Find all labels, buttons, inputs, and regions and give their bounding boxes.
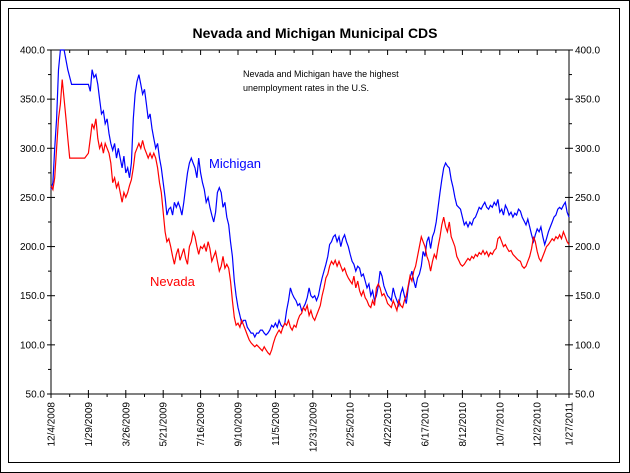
x-tick-label: 5/21/2009 (159, 402, 170, 447)
y-tick-label-right: 300.0 (575, 144, 600, 155)
x-tick-label: 10/7/2010 (495, 402, 506, 447)
x-tick-label: 11/5/2009 (271, 402, 282, 446)
y-tick-label-right: 50.0 (575, 390, 595, 401)
chart-title: Nevada and Michigan Municipal CDS (192, 25, 437, 41)
y-tick-label-right: 400.0 (575, 46, 600, 57)
y-tick-label-left: 100.0 (20, 340, 45, 351)
y-tick-label-right: 100.0 (575, 340, 600, 351)
x-tick-label: 1/29/2009 (84, 402, 95, 447)
series-line-nevada (50, 79, 570, 356)
x-tick-label: 8/12/2010 (458, 402, 469, 447)
y-tick-label-left: 300.0 (20, 144, 45, 155)
annotation-line-2: unemployment rates in the U.S. (243, 83, 369, 93)
x-tick-label: 1/27/2011 (565, 402, 576, 446)
y-tick-label-left: 400.0 (20, 46, 45, 57)
annotation-line-1: Nevada and Michigan have the highest (243, 69, 399, 79)
x-tick-label: 9/10/2009 (234, 402, 245, 447)
x-tick-label: 4/22/2010 (383, 402, 394, 447)
series-layer (50, 49, 570, 356)
x-tick-label: 6/17/2010 (421, 402, 432, 447)
y-tick-label-right: 150.0 (575, 291, 600, 302)
x-tick-label: 3/26/2009 (121, 402, 132, 447)
y-tick-label-left: 150.0 (20, 291, 45, 302)
x-tick-label: 12/4/2008 (47, 402, 58, 447)
series-label-nevada: Nevada (150, 274, 196, 289)
y-tick-label-right: 350.0 (575, 95, 600, 106)
series-label-michigan: Michigan (209, 156, 261, 171)
x-tick-label: 7/16/2009 (196, 402, 207, 447)
x-tick-label: 12/31/2009 (308, 402, 319, 452)
y-tick-label-right: 250.0 (575, 193, 600, 204)
y-tick-label-left: 350.0 (20, 95, 45, 106)
y-tick-label-right: 200.0 (575, 242, 600, 253)
x-tick-label: 2/25/2010 (346, 402, 357, 447)
axes: 400.0 400.0 350.0 350.0 300.0 300.0 250.0 250.0… (20, 46, 600, 453)
chart-inner-frame (8, 8, 620, 463)
series-line-michigan (50, 49, 570, 339)
y-tick-label-left: 200.0 (20, 242, 45, 253)
y-tick-label-left: 250.0 (20, 193, 45, 204)
x-tick-label: 12/2/2010 (533, 402, 544, 447)
y-tick-label-left: 50.0 (26, 390, 46, 401)
